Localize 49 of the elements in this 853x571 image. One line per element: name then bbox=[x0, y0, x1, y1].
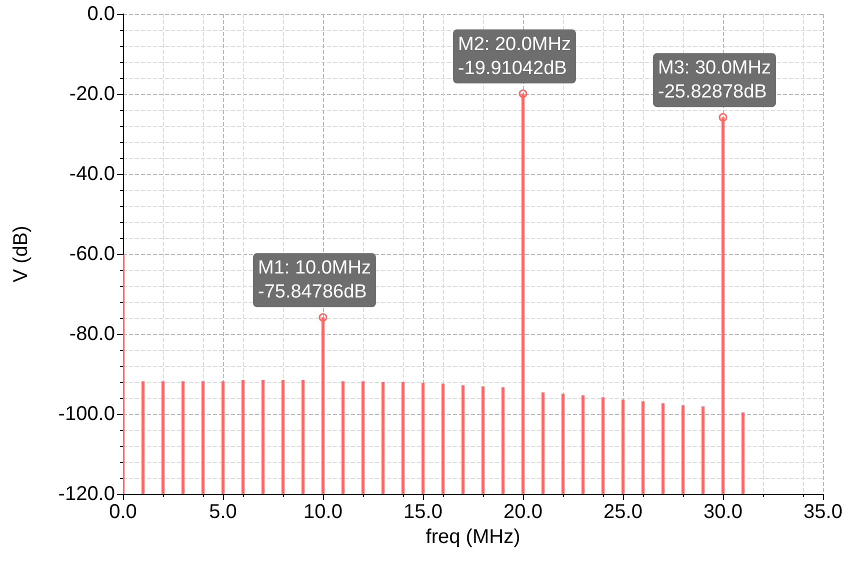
x-tick-label: 20.0 bbox=[504, 501, 542, 523]
x-tick-label: 15.0 bbox=[404, 501, 442, 523]
bar bbox=[682, 405, 684, 494]
x-axis-title: freq (MHz) bbox=[426, 526, 520, 548]
bar bbox=[342, 381, 344, 494]
bar bbox=[642, 401, 644, 494]
bar bbox=[282, 380, 284, 494]
x-tick-label: 30.0 bbox=[704, 501, 742, 523]
bar bbox=[182, 381, 184, 494]
bar bbox=[502, 387, 504, 494]
bar bbox=[322, 317, 324, 494]
bar bbox=[662, 403, 664, 494]
x-tick-label: 25.0 bbox=[604, 501, 642, 523]
bar bbox=[142, 381, 144, 494]
bar bbox=[362, 381, 364, 494]
y-tick-label: -40.0 bbox=[69, 163, 115, 185]
bar bbox=[482, 386, 484, 494]
y-tick-label: -20.0 bbox=[69, 83, 115, 105]
x-tick-label: 10.0 bbox=[304, 501, 342, 523]
bar bbox=[262, 380, 264, 494]
bar bbox=[562, 394, 564, 494]
y-axis-title: V (dB) bbox=[10, 226, 32, 282]
bar bbox=[382, 382, 384, 494]
bar bbox=[222, 381, 224, 494]
bar bbox=[582, 395, 584, 494]
x-tick-label: 5.0 bbox=[209, 501, 237, 523]
x-tick-label: 35.0 bbox=[804, 501, 842, 523]
y-tick-label: -80.0 bbox=[69, 323, 115, 345]
bar bbox=[442, 384, 444, 494]
annotation: M1: 10.0MHz -75.84786dB bbox=[258, 258, 371, 303]
bar bbox=[722, 117, 724, 494]
bar bbox=[462, 385, 464, 494]
annotation: M3: 30.0MHz -25.82878dB bbox=[658, 58, 771, 103]
bar bbox=[422, 382, 424, 494]
bar bbox=[402, 382, 404, 494]
y-tick-label: 0.0 bbox=[87, 3, 115, 25]
bar bbox=[542, 392, 544, 494]
bar bbox=[162, 381, 164, 494]
bar bbox=[242, 380, 244, 494]
bar bbox=[202, 381, 204, 494]
bar bbox=[302, 380, 304, 494]
y-tick-label: -100.0 bbox=[58, 403, 115, 425]
bar bbox=[522, 94, 524, 494]
y-tick-label: -60.0 bbox=[69, 243, 115, 265]
bar bbox=[742, 412, 744, 494]
bar bbox=[602, 397, 604, 494]
annotation: M2: 20.0MHz -19.91042dB bbox=[458, 34, 571, 79]
bar bbox=[622, 400, 624, 494]
bar bbox=[702, 406, 704, 494]
